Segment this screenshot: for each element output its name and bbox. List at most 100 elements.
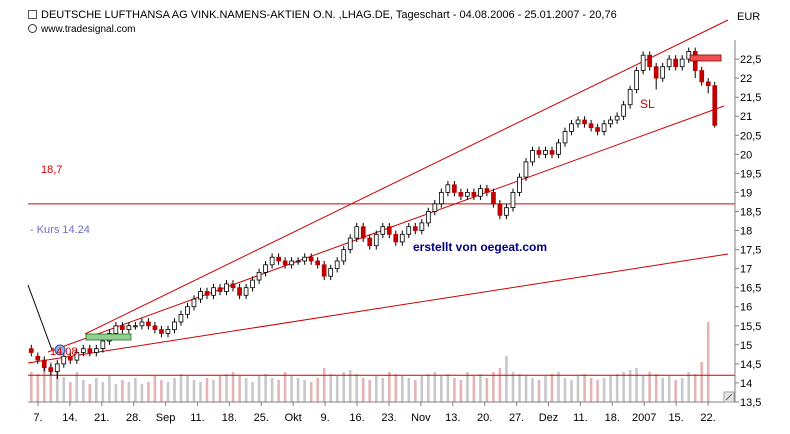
volume-bar (453, 378, 456, 402)
candle-body (126, 325, 132, 330)
volume-bar (375, 376, 378, 402)
volume-bar (557, 372, 560, 402)
candle-body (478, 188, 483, 197)
volume-bar (648, 372, 651, 402)
kurs-label: - Kurs 14.24 (30, 224, 90, 236)
candle-body (569, 123, 574, 132)
y-tick-label: 15 (740, 340, 752, 352)
candle-body (406, 226, 412, 235)
y-tick-label: 22 (740, 73, 752, 85)
candle-body (172, 321, 177, 330)
volume-bar (589, 378, 593, 402)
volume-bar (388, 372, 391, 402)
candle-body (549, 150, 555, 155)
y-tick-label: 21 (740, 111, 752, 123)
candle-body (282, 260, 288, 266)
y-tick-label: 13,5 (740, 397, 761, 409)
candle-body (510, 191, 516, 208)
y-tick-label: 22,5 (740, 54, 761, 66)
y-tick-label: 14,5 (740, 359, 761, 371)
volume-bar (427, 374, 430, 402)
candle-body (419, 222, 425, 231)
candle-body (28, 348, 34, 353)
x-tick-label: 16. (349, 412, 364, 424)
volume-bar (30, 372, 33, 402)
candle-body (679, 58, 685, 68)
y-tick-label: 21,5 (740, 92, 761, 104)
x-tick-label: 11. (190, 412, 204, 424)
resize-handle-icon[interactable] (723, 391, 735, 403)
volume-bar (414, 380, 417, 402)
y-tick-label: 16,5 (740, 283, 761, 295)
candle-body (471, 191, 477, 197)
volume-bar (316, 378, 319, 402)
candle-body (562, 131, 568, 144)
volume-bar (602, 378, 606, 402)
candle-body (367, 237, 373, 247)
candle-body (425, 211, 431, 224)
volume-bar (342, 372, 345, 402)
volume-bar (108, 376, 111, 402)
candle-body (556, 142, 561, 155)
volume-bar (544, 376, 547, 402)
candle-body (263, 264, 268, 273)
candle-body (204, 291, 210, 296)
volume-bar (635, 368, 638, 402)
candle-body (386, 226, 392, 235)
volume-bar (563, 378, 567, 402)
volume-bar (446, 374, 450, 402)
volume-bar (524, 376, 528, 402)
x-tick-label: 14. (62, 412, 77, 424)
volume-bar (212, 380, 215, 402)
candle-body (445, 184, 451, 193)
candle-body (399, 233, 405, 243)
x-tick-label: 21. (94, 412, 109, 424)
y-tick-label: 19 (740, 187, 752, 199)
volume-bar (199, 382, 202, 402)
candle-body (543, 150, 548, 155)
y-tick-label: 20,5 (740, 130, 761, 142)
volume-bar (622, 372, 625, 402)
candle-body (308, 256, 314, 262)
volume-bar (433, 372, 437, 402)
x-tick-label: 25. (254, 412, 269, 424)
candle-body (120, 325, 125, 330)
volume-bar (56, 364, 59, 402)
candle-body (41, 359, 47, 369)
candle-body (250, 279, 255, 289)
volume-bar (218, 376, 222, 402)
volume-bar (179, 374, 183, 402)
volume-bar (335, 376, 339, 402)
candle-body (198, 291, 203, 300)
candle-body (61, 355, 67, 365)
volume-bar (69, 382, 72, 402)
chart-menu-icon[interactable] (28, 9, 37, 19)
candle-body (321, 264, 327, 277)
volume-bar (134, 378, 137, 402)
volume-bar (687, 372, 690, 402)
low-marker (54, 344, 66, 356)
x-axis-ticks: 7. 14. 21. 28. Sep 11. 18. 25. Okt 9. 16. 23. Nov 13.… (33, 402, 716, 424)
candle-body (243, 287, 249, 296)
volume-bar (251, 382, 254, 402)
candle-body (159, 329, 164, 334)
candle-body (211, 287, 216, 296)
volume-bar (531, 378, 534, 402)
candle-body (68, 355, 73, 361)
candle-body (627, 89, 633, 106)
x-tick-label: 20. (477, 412, 492, 424)
low-label: 14,08 (50, 346, 78, 358)
volume-bar (700, 362, 703, 402)
volume-bar (283, 372, 287, 402)
y-tick-label: 18 (740, 226, 752, 238)
volume-bar (238, 376, 241, 402)
volume-bar (231, 372, 235, 402)
trendline-steep (84, 19, 729, 335)
volume-bar (192, 380, 196, 402)
level-label: 18,7 (41, 164, 62, 176)
x-tick-label: 2007 (632, 412, 656, 424)
candle-body (464, 191, 470, 197)
candle-body (289, 260, 295, 266)
volume-bar (479, 374, 482, 402)
